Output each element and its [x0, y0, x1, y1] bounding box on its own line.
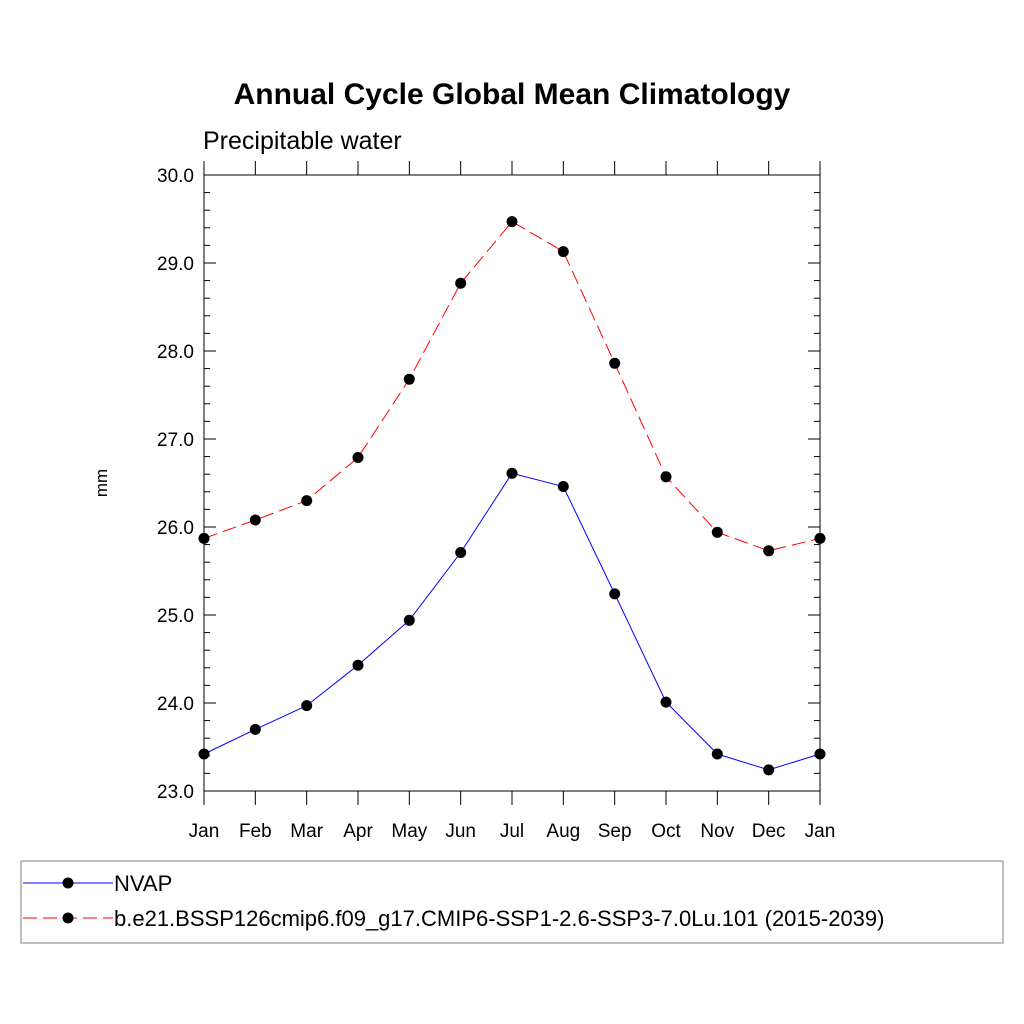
- y-tick-label: 26.0: [157, 518, 194, 539]
- series-0-point: [301, 700, 313, 712]
- series-1-point: [814, 532, 826, 544]
- x-tick-labels: Jan Feb Mar Apr May Jun Jul Aug Sep Oct Nov Dec Jan: [189, 821, 836, 842]
- series-line-1: [203, 220, 821, 552]
- series-0-point: [249, 723, 261, 735]
- y-tick-label: 28.0: [157, 342, 194, 363]
- legend-item-model: b.e21.BSSP126cmip6.f09_g17.CMIP6-SSP1-2.…: [23, 906, 884, 931]
- y-tick-label: 29.0: [157, 254, 194, 275]
- series-1-point: [352, 452, 364, 463]
- axis-ticks: [203, 161, 821, 805]
- series-0-point: [198, 748, 210, 760]
- chart-title: Annual Cycle Global Mean Climatology: [234, 78, 791, 111]
- series-0-point: [455, 547, 467, 558]
- y-tick-label: 24.0: [157, 694, 194, 715]
- legend-marker-model: [62, 912, 74, 924]
- series-0-point: [609, 588, 621, 600]
- plot-frame: [203, 174, 821, 792]
- x-tick-label: Apr: [343, 821, 373, 842]
- x-tick-label: Nov: [700, 821, 734, 842]
- series-0-point: [506, 467, 518, 479]
- y-tick-label: 23.0: [157, 782, 194, 803]
- series-1-point: [455, 277, 467, 289]
- series-1-point: [506, 216, 518, 228]
- x-tick-label: Oct: [651, 821, 681, 842]
- series-0-point: [711, 748, 723, 760]
- chart-subtitle: Precipitable water: [203, 127, 402, 155]
- series-0-point: [352, 659, 364, 671]
- series-0-point: [557, 481, 569, 492]
- series-layer: [198, 216, 826, 776]
- x-tick-label: Mar: [290, 821, 323, 842]
- x-tick-label: Jun: [445, 821, 476, 842]
- x-tick-label: Aug: [546, 821, 580, 842]
- y-axis-label: mm: [92, 469, 111, 497]
- legend-marker-nvap: [62, 877, 74, 889]
- y-tick-label: 27.0: [157, 430, 194, 451]
- series-1-point: [763, 545, 775, 557]
- series-1-point: [609, 357, 621, 369]
- series-line-0: [203, 472, 821, 771]
- legend-label-model: b.e21.BSSP126cmip6.f09_g17.CMIP6-SSP1-2.…: [114, 906, 884, 931]
- x-tick-label: Feb: [239, 821, 272, 842]
- legend-label-nvap: NVAP: [114, 871, 172, 896]
- series-0-point: [403, 614, 415, 626]
- y-tick-label: 30.0: [157, 166, 194, 187]
- series-0-point: [814, 748, 826, 760]
- series-1-point: [711, 526, 723, 538]
- x-tick-label: Dec: [752, 821, 786, 842]
- x-tick-label: May: [391, 821, 427, 842]
- series-1-point: [403, 373, 415, 385]
- series-1-point: [660, 471, 672, 483]
- series-0-point: [763, 764, 775, 776]
- x-tick-label: Jul: [500, 821, 524, 842]
- x-tick-label: Jan: [805, 821, 836, 842]
- series-1-point: [198, 532, 210, 544]
- series-1-point: [249, 514, 261, 526]
- y-tick-labels: 23.0 24.0 25.0 26.0 27.0 28.0 29.0 30.0: [157, 166, 194, 803]
- legend-item-nvap: NVAP: [23, 871, 172, 896]
- series-1-point: [301, 495, 313, 507]
- series-0-point: [660, 696, 672, 708]
- legend-box: [20, 860, 1004, 944]
- x-tick-label: Jan: [189, 821, 220, 842]
- series-1-point: [557, 246, 569, 258]
- x-tick-label: Sep: [598, 821, 632, 842]
- y-tick-label: 25.0: [157, 606, 194, 627]
